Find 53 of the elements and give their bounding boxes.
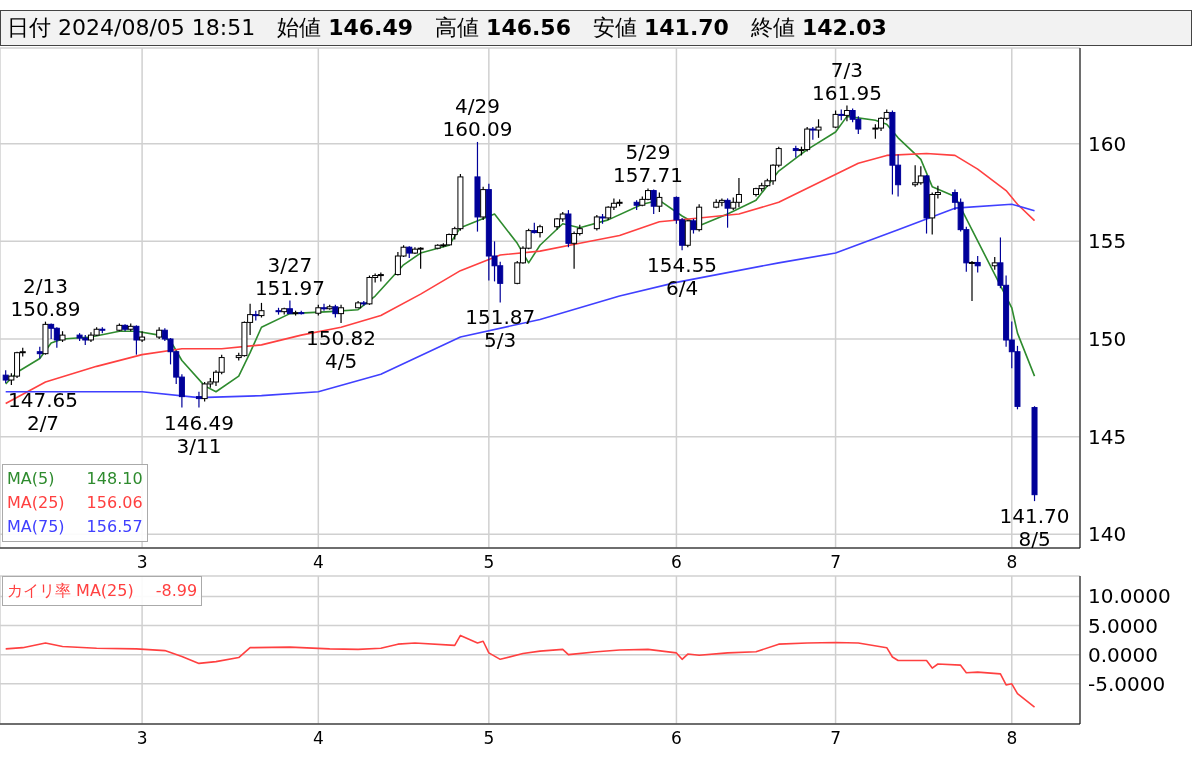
candlestick [650, 189, 657, 215]
x-tick-label: 4 [312, 552, 324, 573]
annotation: 147.65 2/7 [8, 387, 78, 435]
candlestick [338, 304, 345, 324]
annotation: 151.87 5/3 [465, 305, 536, 353]
line-series [4, 634, 1036, 708]
y-tick-label: 0.0000 [1088, 642, 1158, 667]
candlestick [656, 191, 663, 213]
candlestick [133, 324, 140, 356]
annotation: 150.82 4/5 [306, 326, 377, 373]
x-tick-label: 3 [136, 552, 148, 573]
annotation: 154.55 6/4 [647, 253, 718, 301]
annotation: 146.49 3/11 [163, 410, 234, 458]
annotation: 5/29 157.71 [613, 140, 683, 188]
y-tick-label: 155 [1088, 229, 1127, 254]
text: 高値 146.56 [435, 14, 571, 42]
x-tick-label: 7 [830, 728, 841, 749]
x-tick-label: 6 [671, 552, 682, 573]
chart-title: 日付 2024/08/05 18:51 [7, 14, 256, 42]
x-tick-label: 5 [483, 728, 495, 749]
x-tick-label: 5 [483, 552, 495, 573]
x-tick-label: 4 [312, 728, 324, 749]
candlestick [696, 203, 703, 233]
annotation: 7/3 161.95 [811, 57, 882, 105]
y-tick-label: 140 [1088, 522, 1127, 547]
x-tick-label: 7 [830, 552, 841, 573]
text: カイリ率 MA(25) -8.99 [7, 581, 198, 600]
text: 終値 142.03 [750, 14, 887, 42]
x-tick-label: 8 [1006, 552, 1018, 573]
x-tick-label: 8 [1006, 728, 1018, 749]
candlestick [321, 303, 327, 312]
y-tick-label: 10.0000 [1088, 584, 1171, 609]
y-tick-label: 5.0000 [1088, 613, 1158, 638]
y-tick-label: 160 [1088, 131, 1127, 156]
text: 安値 141.70 [593, 14, 729, 42]
text: MA(5) 148.10 [7, 469, 143, 488]
annotation: 141.70 8/5 [999, 504, 1070, 552]
candlestick [139, 330, 146, 343]
text: MA(75) 156.57 [7, 517, 143, 536]
x-tick-label: 3 [136, 728, 148, 749]
x-tick-label: 6 [671, 728, 682, 749]
text: 始値 146.49 [277, 14, 414, 42]
annotation: 4/29 160.09 [442, 93, 513, 141]
y-tick-label: 150 [1088, 327, 1127, 352]
candlestick [912, 164, 919, 188]
y-tick-label: 145 [1088, 424, 1127, 449]
candlestick [969, 260, 975, 302]
candlestick [724, 197, 731, 229]
candlestick [815, 118, 822, 139]
text: MA(25) 156.06 [7, 493, 143, 512]
annotation: 3/27 151.97 [254, 252, 325, 300]
annotation: 2/13 150.89 [10, 273, 81, 321]
y-tick-label: -5.0000 [1088, 671, 1166, 696]
